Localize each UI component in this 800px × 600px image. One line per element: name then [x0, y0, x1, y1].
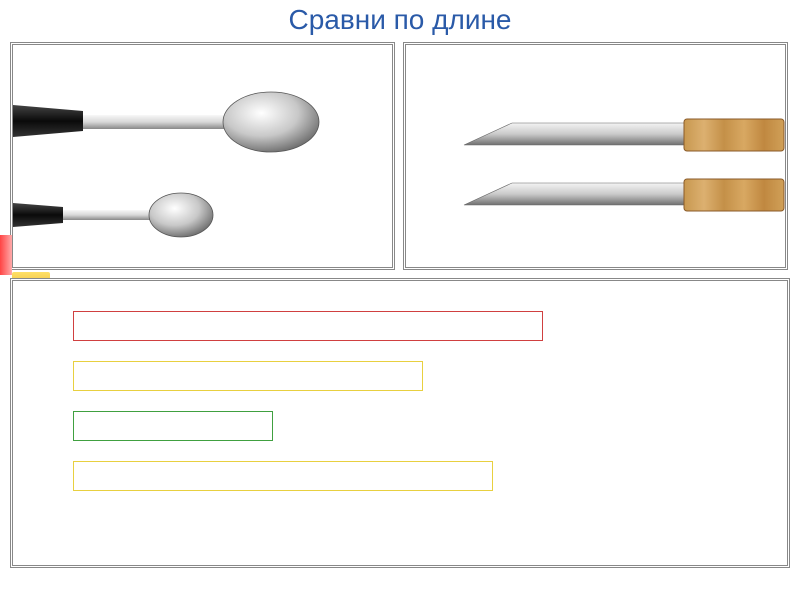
- spoons-panel: [10, 42, 395, 270]
- knives-panel: [403, 42, 788, 270]
- top-knife: [464, 119, 784, 151]
- top-row: [0, 36, 800, 270]
- bar-4: [73, 461, 493, 491]
- knives-svg: [406, 45, 786, 267]
- red-tab-accent: [0, 235, 12, 275]
- bottom-knife: [464, 179, 784, 211]
- page-title: Сравни по длине: [0, 0, 800, 36]
- bar-1: [73, 311, 543, 341]
- bars-panel: [10, 278, 790, 568]
- small-spoon: [13, 193, 213, 237]
- large-spoon: [13, 92, 319, 152]
- bar-3: [73, 411, 273, 441]
- bar-2: [73, 361, 423, 391]
- spoons-svg: [13, 45, 393, 267]
